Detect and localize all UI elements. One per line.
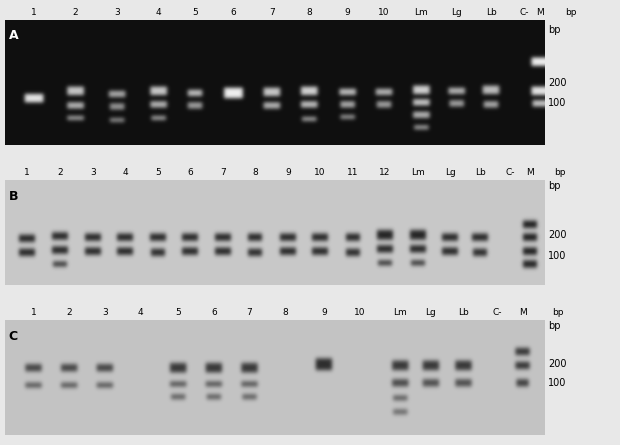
Text: 200: 200	[548, 230, 566, 240]
Text: 5: 5	[155, 168, 161, 177]
Text: bp: bp	[554, 168, 565, 177]
Text: B: B	[9, 190, 18, 203]
Text: bp: bp	[548, 181, 560, 191]
Text: M: M	[526, 168, 534, 177]
Text: bp: bp	[548, 25, 560, 36]
Text: 1: 1	[30, 307, 37, 317]
Text: 4: 4	[156, 8, 161, 16]
Text: 1: 1	[31, 8, 37, 16]
Text: 100: 100	[548, 98, 566, 108]
Text: Lb: Lb	[458, 307, 469, 317]
Text: 8: 8	[282, 307, 288, 317]
Text: 200: 200	[548, 359, 566, 369]
Text: C-: C-	[520, 8, 529, 16]
Text: bp: bp	[548, 321, 560, 331]
Text: 9: 9	[321, 307, 327, 317]
Text: 3: 3	[102, 307, 108, 317]
Text: 7: 7	[220, 168, 226, 177]
Text: bp: bp	[565, 8, 577, 16]
Text: 4: 4	[122, 168, 128, 177]
Text: C-: C-	[492, 307, 502, 317]
Text: 100: 100	[548, 251, 566, 261]
Text: Lm: Lm	[394, 307, 407, 317]
Text: C: C	[9, 330, 18, 343]
Text: 5: 5	[192, 8, 198, 16]
Text: 10: 10	[378, 8, 390, 16]
Text: Lm: Lm	[411, 168, 425, 177]
Text: M: M	[536, 8, 544, 16]
Text: 9: 9	[345, 8, 350, 16]
Text: 100: 100	[548, 378, 566, 388]
Text: 6: 6	[211, 307, 217, 317]
Text: 12: 12	[379, 168, 391, 177]
Text: 6: 6	[187, 168, 193, 177]
Text: 11: 11	[347, 168, 359, 177]
Text: 10: 10	[354, 307, 365, 317]
Text: 2: 2	[57, 168, 63, 177]
Text: M: M	[519, 307, 526, 317]
Text: 8: 8	[306, 8, 312, 16]
Text: 2: 2	[66, 307, 72, 317]
Text: bp: bp	[552, 307, 564, 317]
Text: A: A	[9, 29, 18, 42]
Text: 10: 10	[314, 168, 326, 177]
Text: Lg: Lg	[451, 8, 462, 16]
Text: 1: 1	[24, 168, 30, 177]
Text: 2: 2	[73, 8, 78, 16]
Text: 7: 7	[269, 8, 275, 16]
Text: 3: 3	[114, 8, 120, 16]
Text: 7: 7	[247, 307, 252, 317]
Text: 9: 9	[285, 168, 291, 177]
Text: 4: 4	[138, 307, 143, 317]
Text: 5: 5	[175, 307, 181, 317]
Text: 200: 200	[548, 77, 566, 88]
Text: Lm: Lm	[415, 8, 428, 16]
Text: 6: 6	[231, 8, 236, 16]
Text: 3: 3	[90, 168, 96, 177]
Text: Lg: Lg	[425, 307, 436, 317]
Text: Lb: Lb	[485, 8, 497, 16]
Text: Lg: Lg	[445, 168, 455, 177]
Text: 8: 8	[252, 168, 258, 177]
Text: Lb: Lb	[475, 168, 485, 177]
Text: C-: C-	[505, 168, 515, 177]
